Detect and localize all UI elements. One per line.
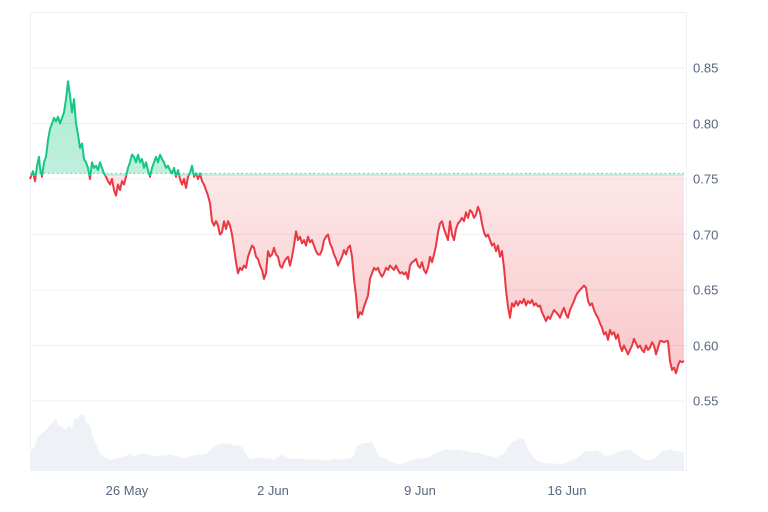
below-baseline-fill	[30, 176, 684, 374]
x-tick-label: 9 Jun	[404, 483, 436, 498]
y-tick-label: 0.55	[693, 393, 719, 409]
plot-frame	[30, 12, 687, 471]
price-line-up	[30, 80, 202, 176]
y-tick-label: 0.70	[693, 227, 719, 242]
y-tick-label: 0.85	[693, 60, 719, 76]
y-tick-label: 0.60	[693, 338, 719, 353]
x-tick-label: 16 Jun	[547, 483, 587, 498]
y-tick-label: 0.65	[693, 282, 719, 298]
volume-area	[30, 413, 684, 470]
y-tick-label: 0.75	[693, 171, 719, 187]
x-tick-label: 2 Jun	[257, 483, 289, 498]
y-tick-label: 0.80	[693, 116, 719, 131]
x-tick-label: 26 May	[105, 483, 149, 498]
price-line-down	[29, 176, 685, 375]
